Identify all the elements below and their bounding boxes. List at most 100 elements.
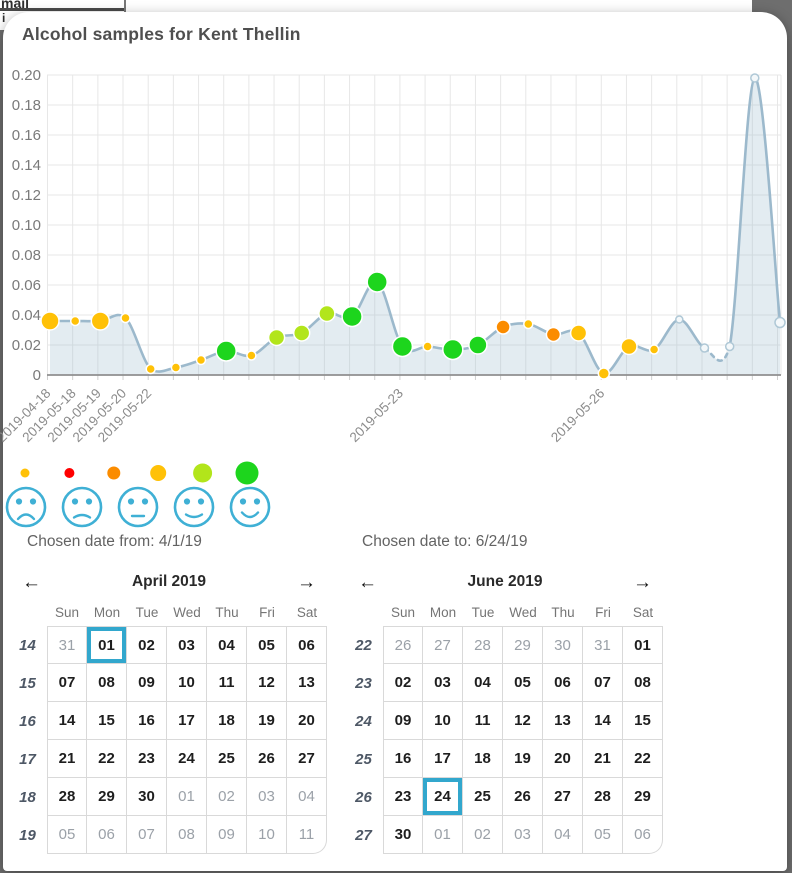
calendar-day[interactable]: 11: [287, 816, 327, 854]
data-point-4[interactable]: [145, 363, 156, 375]
data-point-9[interactable]: [267, 328, 286, 347]
calendar-day[interactable]: 16: [127, 702, 167, 740]
calendar-day[interactable]: 03: [167, 626, 207, 664]
calendar-day[interactable]: 20: [543, 740, 583, 778]
data-point-1[interactable]: [69, 315, 81, 327]
data-point-11[interactable]: [318, 304, 336, 323]
calendar-day[interactable]: 27: [543, 778, 583, 816]
calendar-day[interactable]: 04: [463, 664, 503, 702]
calendar-day[interactable]: 01: [423, 816, 463, 854]
calendar-day[interactable]: 22: [623, 740, 663, 778]
calendar-day[interactable]: 03: [423, 664, 463, 702]
calendar-day[interactable]: 07: [583, 664, 623, 702]
calendar-day[interactable]: 14: [583, 702, 623, 740]
calendar-day[interactable]: 28: [583, 778, 623, 816]
calendar-day-selected[interactable]: 24: [423, 778, 463, 816]
data-point-13[interactable]: [366, 271, 388, 293]
data-point-28[interactable]: [750, 73, 760, 83]
calendar-day[interactable]: 31: [47, 626, 87, 664]
data-point-27[interactable]: [724, 341, 735, 352]
face-happy-icon[interactable]: [229, 486, 271, 528]
data-point-0[interactable]: [40, 311, 60, 331]
calendar-day[interactable]: 30: [383, 816, 423, 854]
data-point-16[interactable]: [442, 338, 464, 361]
calendar-next-button[interactable]: →: [633, 571, 652, 593]
calendar-day[interactable]: 04: [207, 626, 247, 664]
calendar-day[interactable]: 29: [87, 778, 127, 816]
calendar-day[interactable]: 14: [47, 702, 87, 740]
calendar-day[interactable]: 10: [423, 702, 463, 740]
calendar-day[interactable]: 24: [167, 740, 207, 778]
calendar-day[interactable]: 29: [623, 778, 663, 816]
calendar-day[interactable]: 25: [207, 740, 247, 778]
calendar-day[interactable]: 13: [543, 702, 583, 740]
face-very-sad-icon[interactable]: [5, 486, 47, 528]
calendar-day[interactable]: 02: [463, 816, 503, 854]
calendar-day[interactable]: 21: [47, 740, 87, 778]
calendar-day[interactable]: 05: [247, 626, 287, 664]
calendar-day[interactable]: 09: [207, 816, 247, 854]
data-point-23[interactable]: [620, 337, 638, 356]
data-point-12[interactable]: [341, 305, 363, 328]
calendar-day[interactable]: 01: [623, 626, 663, 664]
calendar-day[interactable]: 04: [287, 778, 327, 816]
data-point-6[interactable]: [195, 354, 207, 366]
calendar-day[interactable]: 12: [247, 664, 287, 702]
calendar-day[interactable]: 15: [87, 702, 127, 740]
calendar-day[interactable]: 12: [503, 702, 543, 740]
calendar-day[interactable]: 06: [287, 626, 327, 664]
calendar-prev-button[interactable]: ←: [358, 571, 377, 593]
calendar-day[interactable]: 17: [423, 740, 463, 778]
calendar-day[interactable]: 11: [463, 702, 503, 740]
calendar-day[interactable]: 03: [247, 778, 287, 816]
calendar-day[interactable]: 29: [503, 626, 543, 664]
calendar-day[interactable]: 02: [383, 664, 423, 702]
calendar-day[interactable]: 18: [207, 702, 247, 740]
calendar-day[interactable]: 11: [207, 664, 247, 702]
calendar-day[interactable]: 18: [463, 740, 503, 778]
calendar-day[interactable]: 27: [423, 626, 463, 664]
calendar-day[interactable]: 16: [383, 740, 423, 778]
data-point-20[interactable]: [545, 326, 562, 343]
calendar-day[interactable]: 30: [127, 778, 167, 816]
face-neutral-icon[interactable]: [117, 486, 159, 528]
calendar-day[interactable]: 25: [463, 778, 503, 816]
calendar-day[interactable]: 17: [167, 702, 207, 740]
calendar-day[interactable]: 08: [167, 816, 207, 854]
data-point-14[interactable]: [391, 335, 414, 358]
calendar-day[interactable]: 04: [543, 816, 583, 854]
data-point-22[interactable]: [597, 367, 611, 380]
data-point-8[interactable]: [246, 350, 257, 361]
calendar-day[interactable]: 27: [287, 740, 327, 778]
calendar-day-selected[interactable]: 01: [87, 626, 127, 664]
calendar-day[interactable]: 05: [583, 816, 623, 854]
calendar-day[interactable]: 28: [47, 778, 87, 816]
data-point-5[interactable]: [170, 362, 182, 373]
data-point-21[interactable]: [569, 324, 588, 342]
data-point-2[interactable]: [90, 311, 111, 331]
calendar-day[interactable]: 26: [383, 626, 423, 664]
calendar-day[interactable]: 03: [503, 816, 543, 854]
calendar-day[interactable]: 06: [543, 664, 583, 702]
calendar-day[interactable]: 07: [127, 816, 167, 854]
calendar-day[interactable]: 13: [287, 664, 327, 702]
data-point-26[interactable]: [699, 343, 710, 353]
calendar-day[interactable]: 10: [247, 816, 287, 854]
calendar-day[interactable]: 01: [167, 778, 207, 816]
calendar-day[interactable]: 09: [383, 702, 423, 740]
calendar-day[interactable]: 19: [247, 702, 287, 740]
calendar-day[interactable]: 19: [503, 740, 543, 778]
data-point-25[interactable]: [675, 315, 684, 324]
calendar-day[interactable]: 06: [87, 816, 127, 854]
data-point-19[interactable]: [523, 318, 534, 330]
data-point-29[interactable]: [774, 316, 786, 329]
calendar-prev-button[interactable]: ←: [22, 571, 41, 593]
calendar-day[interactable]: 31: [583, 626, 623, 664]
data-point-17[interactable]: [468, 335, 488, 355]
calendar-day[interactable]: 08: [87, 664, 127, 702]
calendar-day[interactable]: 05: [47, 816, 87, 854]
calendar-day[interactable]: 28: [463, 626, 503, 664]
calendar-day[interactable]: 26: [503, 778, 543, 816]
calendar-day[interactable]: 26: [247, 740, 287, 778]
data-point-18[interactable]: [495, 319, 511, 335]
